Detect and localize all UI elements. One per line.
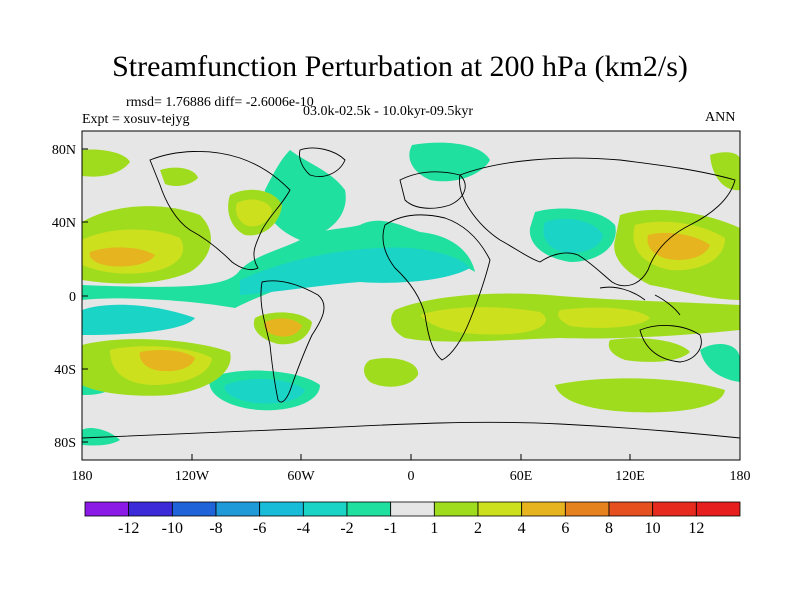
period-label: 03.0k-02.5k - 10.0kyr-09.5kyr xyxy=(303,104,474,119)
colorbar-swatch xyxy=(390,501,435,517)
colorbar-label: -1 xyxy=(384,520,397,537)
season-label: ANN xyxy=(705,110,736,125)
positive-south-pacific-core xyxy=(139,350,195,372)
positive-north-america-core xyxy=(236,199,272,227)
negative-south-atlantic-core xyxy=(224,378,305,404)
colorbar-swatch xyxy=(521,501,566,517)
colorbar-swatch xyxy=(346,501,392,517)
colorbar-swatch xyxy=(477,501,523,517)
colorbar-labels: -12 -10 -8 -6 -4 -2 -1 1 2 4 6 8 10 12 xyxy=(118,520,704,537)
positive-australia xyxy=(608,338,690,362)
greenland-coast xyxy=(299,147,346,177)
positive-arctic-east xyxy=(710,152,740,191)
coastlines xyxy=(82,147,740,439)
positive-west-pacific-core xyxy=(647,232,710,260)
colorbar-label: -12 xyxy=(118,520,139,537)
map-title: Streamfunction Perturbation at 200 hPa (… xyxy=(112,50,688,83)
colorbar-swatch xyxy=(652,501,697,517)
colorbar-swatch xyxy=(259,501,304,517)
positive-arctic-small xyxy=(160,167,198,186)
positive-south-africa xyxy=(420,307,546,335)
colorbar-label: 12 xyxy=(688,520,704,537)
negative-east-edge xyxy=(700,344,740,382)
colorbar-label: -4 xyxy=(297,520,310,537)
south-america-coast xyxy=(260,280,325,403)
africa-coast xyxy=(382,214,491,361)
north-america-coast xyxy=(149,151,291,271)
maritime-continent-coast xyxy=(599,286,681,316)
colorbar-swatch xyxy=(608,501,654,517)
x-tick-120e: 120E xyxy=(615,469,645,484)
negative-band-tropics xyxy=(82,220,475,308)
y-tick-40n: 40N xyxy=(52,216,76,231)
colorbar-label: -10 xyxy=(162,520,183,537)
x-tick-60w: 60W xyxy=(287,469,315,484)
colorbar-label: -6 xyxy=(253,520,266,537)
colorbar-swatch xyxy=(433,501,479,517)
europe-coast xyxy=(399,171,466,209)
colorbar-label: -8 xyxy=(209,520,222,537)
y-tick-0: 0 xyxy=(69,290,76,305)
x-tick-180-west: 180 xyxy=(72,469,93,484)
colorbar-label: -2 xyxy=(340,520,353,537)
x-tick-120w: 120W xyxy=(175,469,210,484)
colorbar-swatch xyxy=(215,501,261,517)
colorbar-swatch xyxy=(84,501,130,517)
colorbar-label: 8 xyxy=(605,520,613,537)
colorbar-swatch xyxy=(302,501,348,517)
colorbar-swatch xyxy=(695,501,741,517)
x-tick-0: 0 xyxy=(408,469,415,484)
colorbar xyxy=(84,501,741,517)
colorbar-label: 1 xyxy=(430,520,438,537)
negative-east-pacific xyxy=(82,304,195,335)
axis-ticks xyxy=(81,148,741,460)
x-tick-180-east: 180 xyxy=(730,469,751,484)
colorbar-swatch xyxy=(128,501,173,517)
colorbar-label: 4 xyxy=(518,520,526,537)
y-tick-40s: 40S xyxy=(54,363,76,378)
negative-asia-core xyxy=(543,218,603,253)
colorbar-label: 2 xyxy=(474,520,482,537)
positive-indian-ocean xyxy=(558,307,650,328)
antarctica-coast xyxy=(82,421,740,439)
negative-north-atlantic xyxy=(264,150,346,240)
x-tick-labels: 180 120W 60W 0 60E 120E 180 xyxy=(72,469,751,484)
colorbar-swatch xyxy=(171,501,217,517)
positive-south-atlantic-small xyxy=(364,358,419,387)
colorbar-swatch xyxy=(564,501,610,517)
negative-core-tropics xyxy=(240,247,470,295)
stats-label: rmsd= 1.76886 diff= -2.6006e-10 xyxy=(126,95,314,110)
positive-southern-ocean xyxy=(555,378,725,413)
positive-south-america-core xyxy=(264,318,302,337)
colorbar-label: 6 xyxy=(561,520,569,537)
y-tick-80n: 80N xyxy=(52,143,76,158)
y-tick-80s: 80S xyxy=(54,436,76,451)
x-tick-60e: 60E xyxy=(510,469,533,484)
colorbar-label: 10 xyxy=(645,520,661,537)
experiment-label: Expt = xosuv-tejyg xyxy=(82,112,190,127)
australia-coast xyxy=(639,325,702,363)
contour-fields xyxy=(82,142,740,446)
asia-coast xyxy=(459,157,736,287)
y-tick-labels: 80N 40N 0 40S 80S xyxy=(52,143,76,451)
positive-arctic-west xyxy=(82,149,130,177)
positive-north-pacific-core xyxy=(89,247,155,267)
